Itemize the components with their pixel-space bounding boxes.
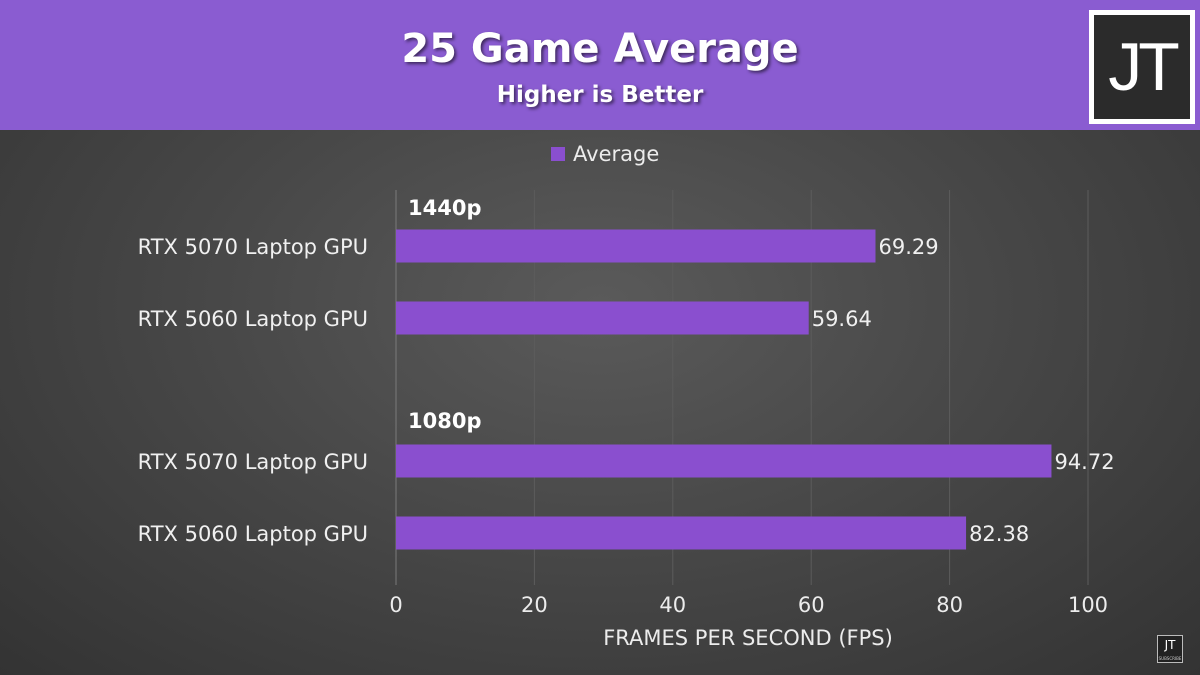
watermark-subscribe-text: SUBSCRIBE <box>1158 656 1182 661</box>
chart-subtitle: Higher is Better <box>496 82 704 108</box>
subscribe-watermark[interactable]: JT SUBSCRIBE <box>1157 635 1183 663</box>
data-label-1080p-1: 82.38 <box>969 522 1029 546</box>
logo-text: JT <box>1094 15 1190 119</box>
bar-1080p-1 <box>396 516 967 550</box>
bar-1080p-0 <box>396 444 1052 478</box>
x-axis-label: FRAMES PER SECOND (FPS) <box>603 626 893 650</box>
data-label-1080p-0: 94.72 <box>1054 450 1114 474</box>
group-label-1440p: 1440p <box>408 196 481 220</box>
bar-1440p-0 <box>396 229 876 263</box>
group-label-1080p: 1080p <box>408 409 481 433</box>
watermark-logo-text: JT <box>1164 638 1176 652</box>
legend-label-average: Average <box>573 142 660 166</box>
category-label-1080p-1: RTX 5060 Laptop GPU <box>138 522 368 546</box>
legend-swatch-average <box>551 147 565 161</box>
x-tick-label-0: 0 <box>389 593 402 617</box>
x-tick-label-80: 80 <box>936 593 963 617</box>
chart-title: 25 Game Average <box>401 26 799 72</box>
chart-legend: Average <box>551 142 659 166</box>
category-label-1440p-0: RTX 5070 Laptop GPU <box>138 235 368 259</box>
x-tick-label-20: 20 <box>521 593 548 617</box>
x-tick-label-60: 60 <box>798 593 825 617</box>
category-label-1440p-1: RTX 5060 Laptop GPU <box>138 307 368 331</box>
category-label-1080p-0: RTX 5070 Laptop GPU <box>138 450 368 474</box>
x-tick-label-40: 40 <box>659 593 686 617</box>
bar-1440p-1 <box>396 301 809 335</box>
chart-header: 25 Game Average Higher is Better <box>0 0 1200 130</box>
x-tick-label-100: 100 <box>1068 593 1108 617</box>
channel-logo: JT <box>1089 10 1195 124</box>
data-label-1440p-0: 69.29 <box>878 235 938 259</box>
data-label-1440p-1: 59.64 <box>812 307 872 331</box>
